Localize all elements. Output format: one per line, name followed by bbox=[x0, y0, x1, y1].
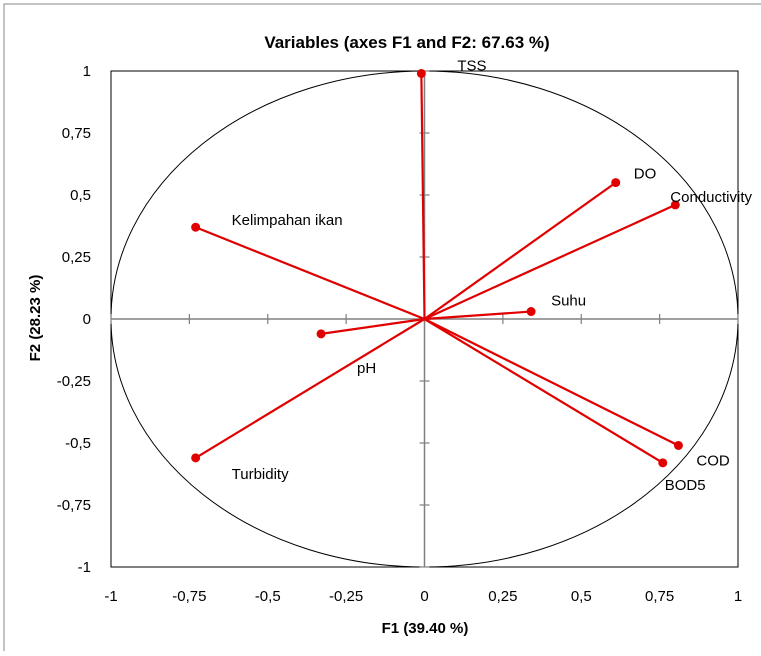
chart-title: Variables (axes F1 and F2: 67.63 %) bbox=[264, 33, 549, 52]
label-ph: pH bbox=[357, 360, 376, 377]
vector-conductivity bbox=[424, 203, 676, 321]
label-kelimpahan-ikan: Kelimpahan ikan bbox=[232, 212, 343, 229]
x-tick-label: -0,25 bbox=[329, 588, 363, 605]
point-kelimpahan-ikan bbox=[191, 222, 201, 232]
outer-frame bbox=[3, 3, 761, 656]
point-bod5 bbox=[658, 458, 668, 468]
vector-ph bbox=[320, 317, 425, 335]
x-axis-title: F1 (39.40 %) bbox=[382, 620, 469, 637]
y-tick-label: -1 bbox=[78, 559, 91, 576]
label-suhu: Suhu bbox=[551, 293, 586, 310]
x-tick-label: -0,5 bbox=[255, 588, 281, 605]
x-tick-label: 0 bbox=[420, 588, 428, 605]
label-do: DO bbox=[634, 166, 657, 183]
vector-suhu bbox=[424, 310, 532, 321]
point-turbidity bbox=[191, 453, 201, 463]
vector-kelimpahan-ikan bbox=[195, 226, 425, 321]
y-tick-label: 1 bbox=[83, 63, 91, 80]
point-do bbox=[611, 178, 621, 188]
label-turbidity: Turbidity bbox=[232, 466, 289, 483]
x-tick-label: 0,25 bbox=[488, 588, 517, 605]
vector-cod bbox=[424, 318, 679, 447]
x-tick-label: 1 bbox=[734, 588, 742, 605]
y-tick-label: -0,25 bbox=[57, 373, 91, 390]
y-tick-label: 0,75 bbox=[62, 125, 91, 142]
x-tick-label: 0,5 bbox=[571, 588, 592, 605]
label-conductivity: Conductivity bbox=[670, 189, 752, 206]
vector-do bbox=[423, 181, 617, 320]
point-tss bbox=[416, 68, 426, 78]
label-bod5: BOD5 bbox=[665, 477, 706, 494]
x-tick-label: 0,75 bbox=[645, 588, 674, 605]
x-tick-label: -0,75 bbox=[172, 588, 206, 605]
point-cod bbox=[673, 440, 683, 450]
y-tick-label: 0 bbox=[83, 311, 91, 328]
point-ph bbox=[316, 329, 326, 339]
label-cod: COD bbox=[696, 452, 730, 469]
label-tss: TSS bbox=[457, 57, 486, 74]
vector-tss bbox=[420, 73, 426, 320]
vector-turbidity bbox=[195, 318, 426, 459]
point-suhu bbox=[526, 307, 536, 317]
y-tick-label: -0,75 bbox=[57, 497, 91, 514]
y-axis-title: F2 (28.23 %) bbox=[27, 275, 44, 362]
x-tick-label: -1 bbox=[104, 588, 117, 605]
vector-bod5 bbox=[423, 318, 664, 464]
y-tick-label: -0,5 bbox=[65, 435, 91, 452]
y-tick-label: 0,5 bbox=[70, 187, 91, 204]
y-tick-label: 0,25 bbox=[62, 249, 91, 266]
point-conductivity bbox=[670, 200, 680, 210]
